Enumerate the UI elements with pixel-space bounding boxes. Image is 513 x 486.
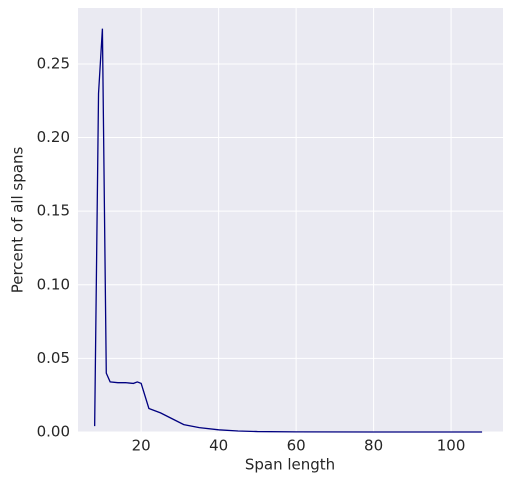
y-tick-label: 0.20 <box>37 128 70 146</box>
x-tick-label: 40 <box>209 437 228 455</box>
x-tick-label: 20 <box>132 437 151 455</box>
x-tick-label: 60 <box>287 437 306 455</box>
y-tick-label: 0.05 <box>37 349 70 367</box>
x-axis-label: Span length <box>245 456 335 474</box>
y-axis-label: Percent of all spans <box>9 147 27 294</box>
y-tick-label: 0.15 <box>37 202 70 220</box>
x-tick-label: 100 <box>437 437 466 455</box>
x-tick-label: 80 <box>364 437 383 455</box>
y-tick-label: 0.00 <box>37 423 70 441</box>
y-tick-label: 0.25 <box>37 54 70 72</box>
y-tick-label: 0.10 <box>37 275 70 293</box>
plot-area <box>78 8 503 432</box>
line <box>94 28 483 433</box>
